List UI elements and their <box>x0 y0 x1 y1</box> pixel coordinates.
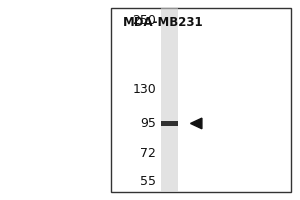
Text: MDA-MB231: MDA-MB231 <box>123 16 204 29</box>
Text: 95: 95 <box>140 117 156 130</box>
Text: 250: 250 <box>132 14 156 27</box>
Bar <box>111 8 291 192</box>
Bar <box>161 8 178 192</box>
Polygon shape <box>190 118 202 129</box>
Text: 130: 130 <box>132 83 156 96</box>
Text: 72: 72 <box>140 147 156 160</box>
Text: 55: 55 <box>140 175 156 188</box>
Bar <box>161 121 178 126</box>
